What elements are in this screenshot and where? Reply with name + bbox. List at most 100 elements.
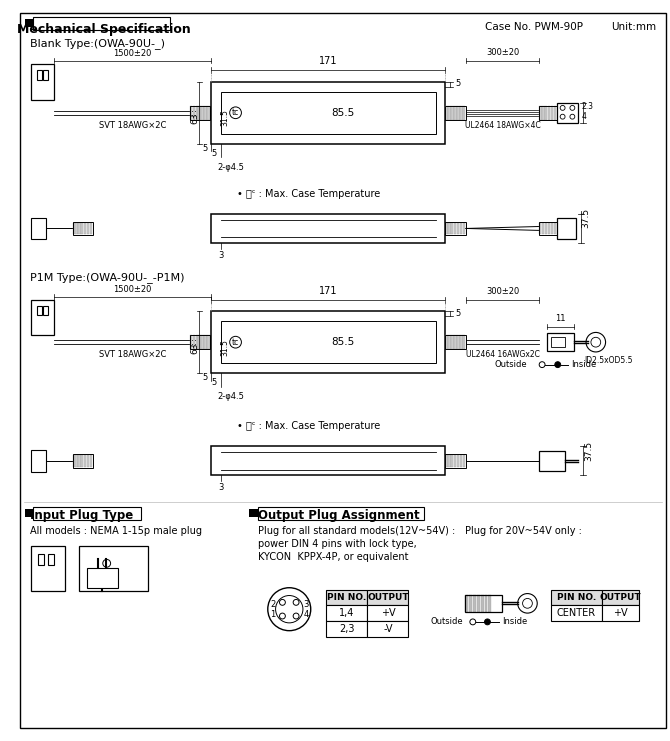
Bar [454, 222, 456, 234]
Text: Case No. PWM-90P: Case No. PWM-90P [484, 22, 582, 33]
Bar [452, 336, 454, 349]
Text: P1M Type:(OWA-90U-_-P1M): P1M Type:(OWA-90U-_-P1M) [29, 273, 184, 283]
Text: 85.5: 85.5 [332, 337, 354, 348]
Bar [72, 222, 93, 236]
Bar [463, 455, 465, 467]
Bar [460, 336, 462, 349]
Bar [454, 106, 457, 119]
Bar [196, 106, 198, 119]
Bar [38, 554, 44, 565]
Bar [602, 605, 639, 621]
Bar [326, 605, 367, 621]
Text: Outside: Outside [430, 617, 463, 626]
Bar [38, 70, 42, 80]
Text: 5: 5 [202, 144, 207, 153]
Bar [34, 507, 141, 520]
Text: 1,4: 1,4 [339, 608, 354, 618]
Bar [551, 222, 553, 234]
Text: 5: 5 [455, 309, 460, 318]
Bar [480, 594, 484, 612]
Bar [548, 106, 551, 119]
Bar [79, 545, 147, 591]
Text: 37.5: 37.5 [584, 441, 594, 461]
Bar [539, 222, 557, 236]
Bar [38, 305, 42, 316]
Text: 300±20: 300±20 [486, 287, 519, 296]
Bar [460, 455, 462, 467]
Text: PIN NO.: PIN NO. [557, 593, 596, 602]
Bar [76, 222, 78, 234]
Text: OUTPUT: OUTPUT [367, 593, 409, 602]
Bar [326, 590, 367, 605]
Bar [448, 336, 451, 349]
Bar [557, 103, 578, 122]
Bar [72, 454, 93, 468]
Text: 85.5: 85.5 [332, 107, 354, 118]
Text: 171: 171 [319, 286, 338, 296]
Text: +V: +V [381, 608, 395, 618]
Text: 37.5: 37.5 [582, 208, 590, 228]
Text: • Ⓣᶜ : Max. Case Temperature: • Ⓣᶜ : Max. Case Temperature [237, 421, 381, 431]
Bar [192, 336, 195, 349]
Text: 5: 5 [202, 373, 207, 382]
Bar [78, 455, 80, 467]
Bar [446, 455, 448, 467]
Text: 31.5: 31.5 [220, 339, 229, 356]
Text: 31.5: 31.5 [220, 109, 229, 126]
Bar [190, 106, 192, 119]
Bar [221, 92, 436, 134]
Text: Plug for all standard models(12V~54V) :: Plug for all standard models(12V~54V) : [258, 526, 455, 536]
Bar [457, 222, 460, 234]
Text: 4: 4 [304, 610, 308, 619]
Bar [207, 336, 210, 349]
Bar [476, 594, 480, 612]
Bar [460, 222, 462, 234]
Bar [454, 455, 456, 467]
Bar [190, 336, 192, 349]
Bar [545, 106, 547, 119]
Text: 63: 63 [190, 342, 199, 353]
Bar [221, 321, 436, 363]
Bar [258, 507, 424, 520]
Bar [460, 106, 462, 119]
Text: PIN NO.: PIN NO. [327, 593, 366, 602]
Bar [448, 455, 450, 467]
Bar [551, 106, 553, 119]
Bar [539, 106, 541, 119]
Text: 1: 1 [270, 610, 275, 619]
Text: 2-φ4.5: 2-φ4.5 [217, 393, 244, 402]
Bar [446, 454, 466, 468]
Bar [198, 336, 201, 349]
Text: Mechanical Specification: Mechanical Specification [17, 24, 191, 36]
Bar [90, 455, 92, 467]
Text: 3: 3 [218, 251, 224, 260]
Text: SVT 18AWG×2C: SVT 18AWG×2C [99, 121, 166, 130]
Bar [545, 222, 547, 234]
Text: Plug for 20V~54V only :: Plug for 20V~54V only : [465, 526, 582, 536]
Bar [446, 106, 448, 119]
Bar [446, 222, 466, 236]
Bar [31, 218, 46, 239]
Text: 4: 4 [581, 112, 586, 122]
Text: OUTPUT: OUTPUT [600, 593, 641, 602]
Text: 3: 3 [218, 483, 224, 492]
Bar [469, 594, 472, 612]
Bar [457, 455, 460, 467]
Bar [463, 106, 466, 119]
Text: 5: 5 [212, 149, 217, 158]
Bar [367, 590, 408, 605]
Bar [539, 451, 565, 471]
Bar [211, 311, 446, 373]
Bar [542, 222, 544, 234]
Bar [34, 16, 170, 30]
Bar [202, 106, 204, 119]
Bar [602, 590, 639, 605]
Bar [446, 336, 448, 349]
Text: -V: -V [383, 624, 393, 634]
Bar [539, 222, 541, 234]
Text: • Ⓣᶜ : Max. Case Temperature: • Ⓣᶜ : Max. Case Temperature [237, 190, 381, 199]
Bar [76, 455, 78, 467]
Bar [31, 299, 54, 335]
Bar [48, 554, 54, 565]
Bar [204, 336, 207, 349]
